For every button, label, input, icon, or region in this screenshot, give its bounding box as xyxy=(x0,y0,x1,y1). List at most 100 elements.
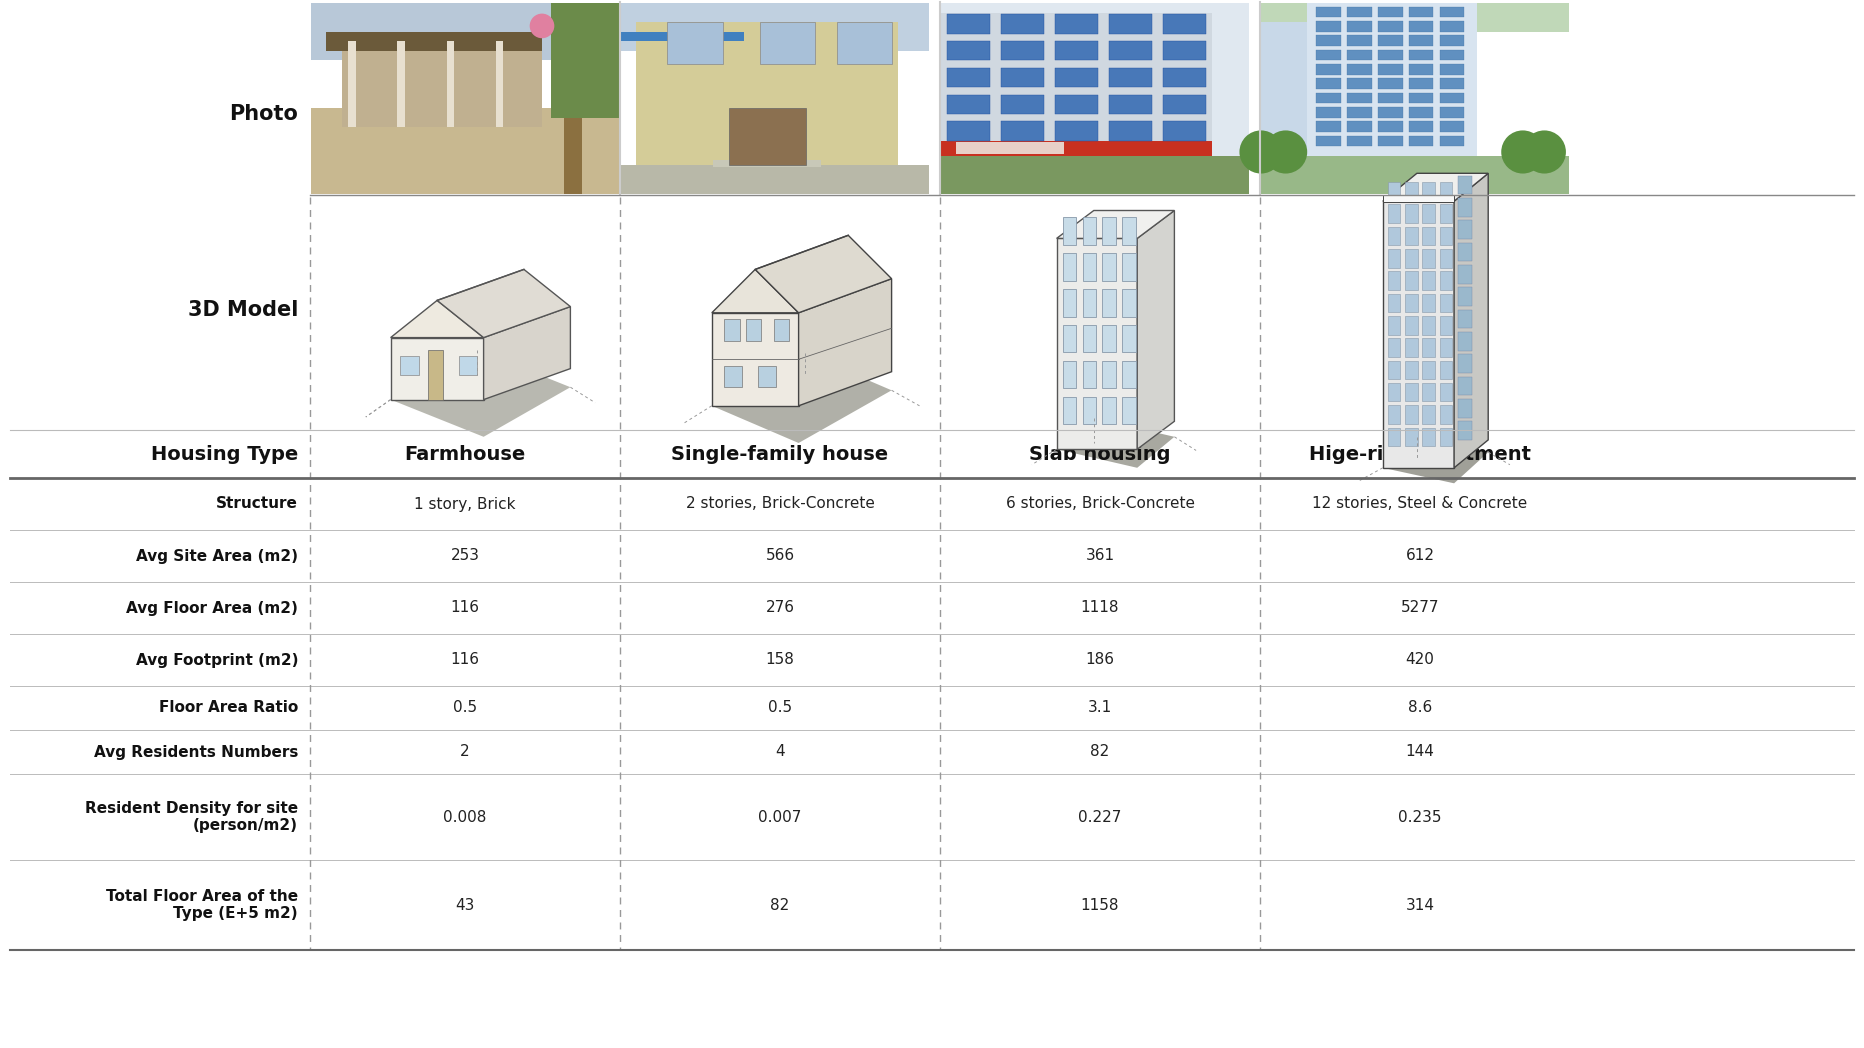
Text: Slab housing: Slab housing xyxy=(1029,444,1171,463)
Text: 566: 566 xyxy=(766,548,794,564)
Bar xyxy=(1001,68,1044,87)
Text: 0.5: 0.5 xyxy=(768,700,792,716)
Polygon shape xyxy=(436,269,570,337)
Bar xyxy=(1122,325,1135,352)
Text: 82: 82 xyxy=(770,897,790,913)
Bar xyxy=(774,319,788,341)
Text: 4: 4 xyxy=(775,744,785,760)
Bar xyxy=(1383,195,1454,202)
Bar xyxy=(1055,122,1098,140)
Text: 1118: 1118 xyxy=(1081,601,1118,615)
Text: 186: 186 xyxy=(1085,653,1115,668)
Bar xyxy=(947,41,990,61)
Bar xyxy=(447,41,455,127)
Bar xyxy=(1458,310,1473,328)
Polygon shape xyxy=(391,337,483,399)
Bar xyxy=(1262,22,1316,156)
Bar xyxy=(1458,243,1473,261)
Bar xyxy=(1316,36,1340,46)
Bar xyxy=(1377,64,1404,74)
Bar xyxy=(1458,198,1473,217)
Bar xyxy=(1109,68,1152,87)
Text: 361: 361 xyxy=(1085,548,1115,564)
Bar xyxy=(947,68,990,87)
Text: 0.235: 0.235 xyxy=(1398,809,1441,825)
Bar xyxy=(1439,204,1452,223)
Bar xyxy=(725,319,740,341)
Bar xyxy=(1083,288,1096,316)
Bar xyxy=(1422,361,1435,379)
Text: 82: 82 xyxy=(1090,744,1109,760)
Bar xyxy=(1439,21,1465,31)
Bar xyxy=(1409,79,1433,89)
Bar xyxy=(714,159,822,168)
Text: 116: 116 xyxy=(451,653,479,668)
Bar xyxy=(1377,21,1404,31)
Bar xyxy=(1458,421,1473,440)
Bar xyxy=(1422,315,1435,334)
Bar xyxy=(1422,428,1435,446)
Bar xyxy=(1109,15,1152,34)
Polygon shape xyxy=(1057,211,1174,238)
Bar xyxy=(1439,249,1452,267)
Text: 0.227: 0.227 xyxy=(1077,809,1122,825)
Bar xyxy=(1409,21,1433,31)
Bar xyxy=(621,31,744,41)
Bar xyxy=(1122,253,1135,281)
Bar xyxy=(1316,21,1340,31)
Bar xyxy=(341,41,542,127)
Bar xyxy=(746,319,761,341)
Bar xyxy=(1405,361,1417,379)
Text: 253: 253 xyxy=(451,548,479,564)
Bar xyxy=(1405,204,1417,223)
Bar xyxy=(636,22,898,166)
Text: 5277: 5277 xyxy=(1400,601,1439,615)
Circle shape xyxy=(1501,130,1545,174)
Bar xyxy=(1055,68,1098,87)
Bar xyxy=(311,108,619,194)
Bar xyxy=(1422,383,1435,401)
Bar xyxy=(1405,428,1417,446)
Bar xyxy=(1316,107,1340,117)
Bar xyxy=(1083,217,1096,244)
Bar xyxy=(552,3,619,117)
Text: Avg Footprint (m2): Avg Footprint (m2) xyxy=(136,653,298,668)
Bar xyxy=(1458,176,1473,194)
Bar xyxy=(1163,94,1206,114)
Bar xyxy=(1083,396,1096,424)
Bar xyxy=(941,156,1249,194)
Bar xyxy=(1458,220,1473,239)
Bar xyxy=(1377,122,1404,132)
Bar xyxy=(1439,64,1465,74)
Polygon shape xyxy=(798,279,891,406)
Bar xyxy=(1439,226,1452,245)
Bar xyxy=(1422,226,1435,245)
Polygon shape xyxy=(1057,418,1174,467)
Bar xyxy=(1439,339,1452,356)
Bar xyxy=(1316,122,1340,132)
Bar xyxy=(1348,136,1372,147)
Bar xyxy=(621,166,928,194)
Bar xyxy=(1062,325,1076,352)
Bar xyxy=(1316,50,1340,61)
Text: 43: 43 xyxy=(455,897,475,913)
Bar xyxy=(1439,383,1452,401)
Bar xyxy=(1348,36,1372,46)
Bar xyxy=(621,3,928,50)
Text: 3.1: 3.1 xyxy=(1089,700,1113,716)
Text: 3D Model: 3D Model xyxy=(188,300,298,320)
Bar xyxy=(1405,339,1417,356)
Bar xyxy=(1377,79,1404,89)
Bar xyxy=(1422,339,1435,356)
Bar xyxy=(309,210,1581,430)
Bar xyxy=(1001,15,1044,34)
Circle shape xyxy=(1240,130,1282,174)
Bar xyxy=(1389,428,1400,446)
Text: Resident Density for site
(person/m2): Resident Density for site (person/m2) xyxy=(86,801,298,833)
Bar xyxy=(1439,271,1452,290)
Bar xyxy=(1458,354,1473,373)
Bar xyxy=(947,15,990,34)
Bar xyxy=(1262,3,1569,31)
Bar xyxy=(1316,93,1340,104)
Bar xyxy=(1405,383,1417,401)
